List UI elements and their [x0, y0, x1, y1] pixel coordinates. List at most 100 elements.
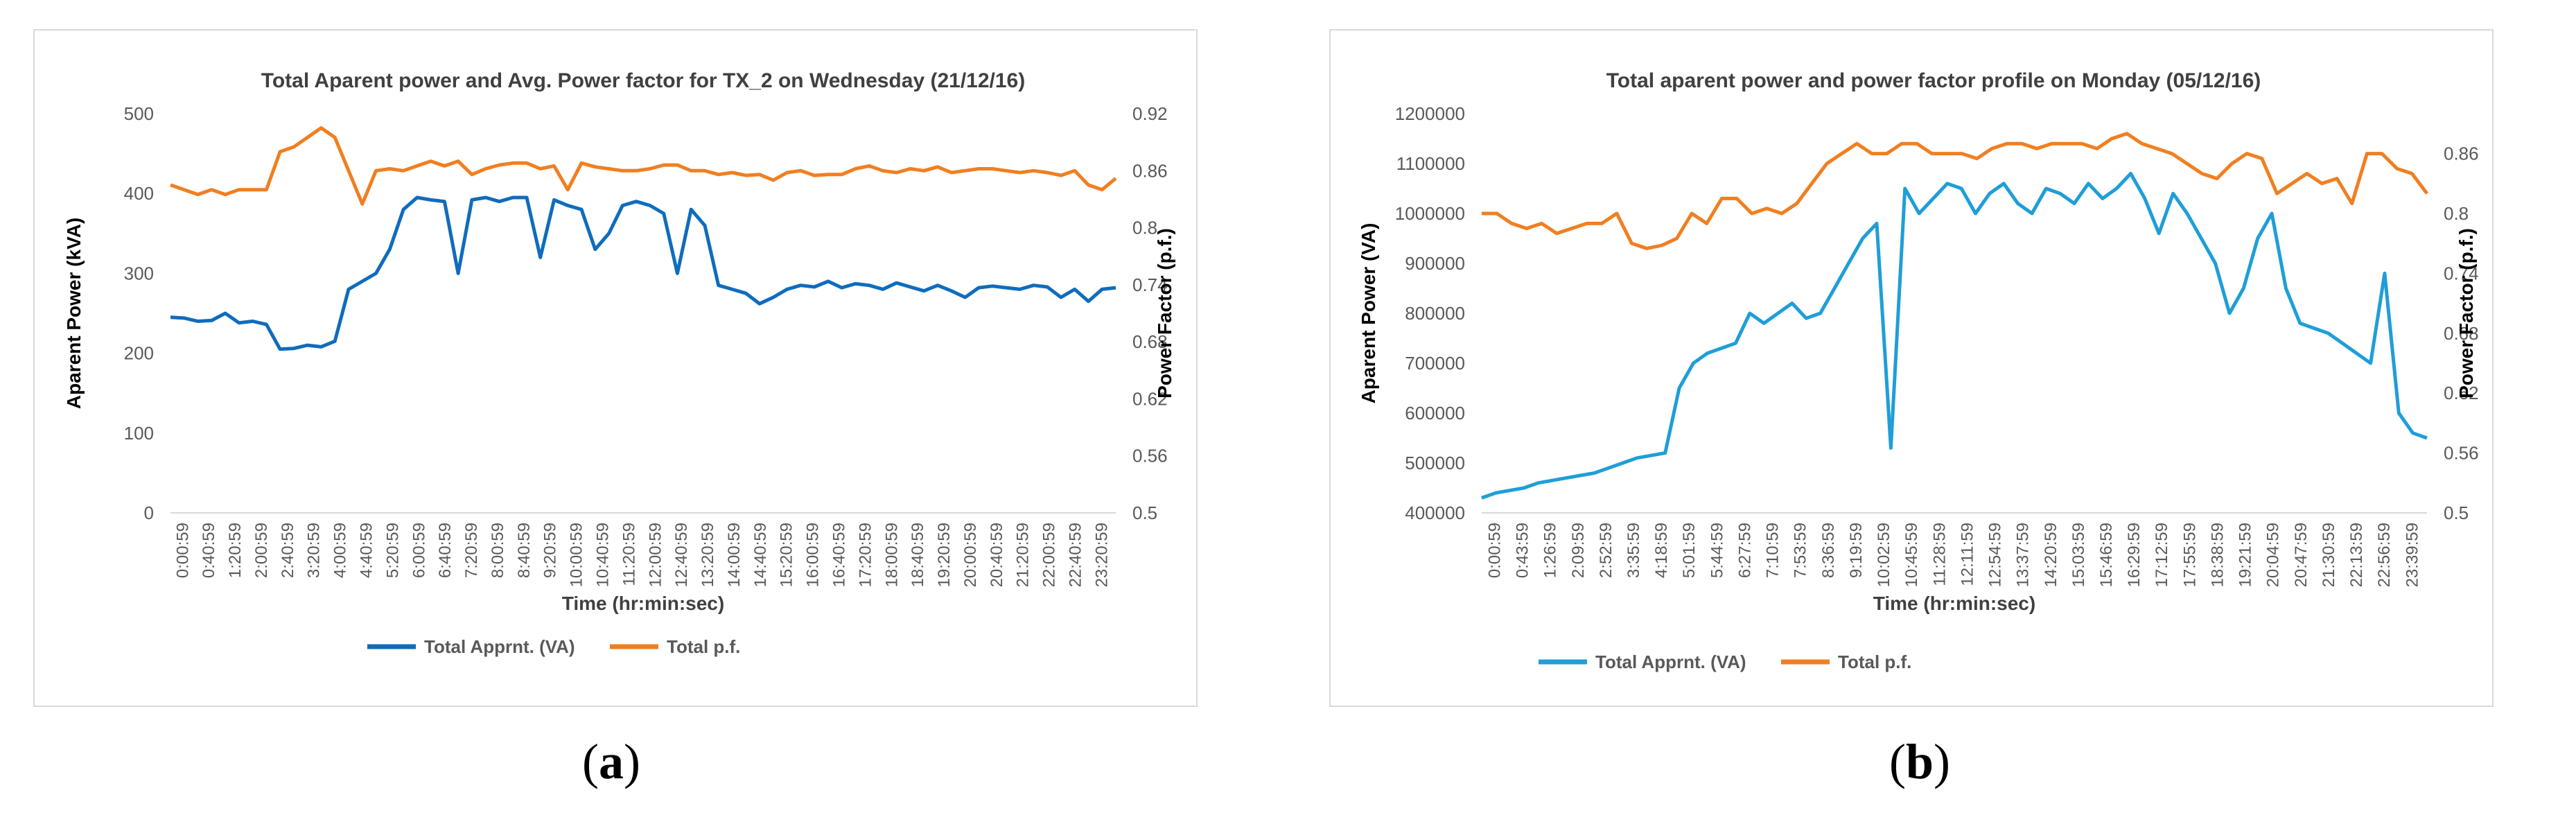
- chart-b-xtick-label: 5:01:59: [1680, 523, 1699, 578]
- chart-b-ytick-label: 400000: [1405, 502, 1465, 523]
- chart-b-xtick-label: 20:04:59: [2264, 523, 2283, 587]
- chart-b-xtick-label: 16:29:59: [2125, 523, 2144, 587]
- chart-a-xtick-label: 9:20:59: [541, 523, 560, 578]
- chart-b-xtick-label: 9:19:59: [1847, 523, 1866, 578]
- chart-b-y2tick-label: 0.68: [2444, 323, 2479, 344]
- chart-b-legend-label-1: Total Apprnt. (VA): [1595, 652, 1746, 672]
- chart-b-xtick-label: 0:43:59: [1514, 523, 1532, 578]
- chart-a-xtick-label: 16:40:59: [830, 523, 849, 587]
- caption-a: (a): [582, 734, 640, 789]
- chart-a-xtick-label: 4:40:59: [358, 523, 376, 578]
- chart-b-xtick-label: 4:18:59: [1652, 523, 1671, 578]
- chart-b-xtick-label: 10:02:59: [1875, 523, 1893, 587]
- chart-a-xtick-label: 18:00:59: [882, 523, 901, 587]
- chart-b-y2tick-label: 0.8: [2444, 203, 2469, 224]
- chart-a-ytick-label: 100: [124, 423, 154, 444]
- chart-a-xtick-label: 6:00:59: [410, 523, 428, 578]
- chart-a-y2tick-label: 0.86: [1132, 160, 1168, 181]
- chart-a-xtick-label: 6:40:59: [436, 523, 455, 578]
- chart-b-y2tick-label: 0.74: [2444, 263, 2479, 283]
- chart-b-xtick-label: 6:27:59: [1735, 523, 1754, 578]
- chart-b-ytick-label: 700000: [1405, 353, 1465, 374]
- chart-b-xtick-label: 22:13:59: [2347, 523, 2366, 587]
- chart-b-ylabel: Aparent Power (VA): [1358, 223, 1379, 404]
- chart-a-y2tick-label: 0.8: [1132, 218, 1157, 238]
- chart-b-xtick-label: 13:37:59: [2014, 523, 2033, 587]
- chart-a-series-line-2: [170, 126, 1117, 206]
- chart-a-xtick-label: 21:20:59: [1014, 523, 1033, 587]
- chart-a-legend-label-1: Total Apprnt. (VA): [424, 636, 575, 657]
- chart-b-xtick-label: 20:47:59: [2292, 523, 2311, 587]
- chart-a-xtick-label: 10:00:59: [568, 523, 586, 587]
- chart-b-legend-label-2: Total p.f.: [1838, 652, 1911, 672]
- chart-b-xtick-label: 15:46:59: [2097, 523, 2116, 587]
- chart-b-title: Total aparent power and power factor pro…: [1606, 69, 2261, 92]
- caption-a-letter: a: [598, 734, 624, 789]
- chart-a-xtick-label: 23:20:59: [1092, 523, 1111, 587]
- chart-a-xtick-label: 13:20:59: [699, 523, 717, 587]
- chart-a-xtick-label: 20:00:59: [961, 523, 980, 587]
- chart-a-xtick-label: 17:20:59: [856, 523, 875, 587]
- chart-a-legend-label-2: Total p.f.: [667, 636, 740, 657]
- chart-b-ytick-label: 800000: [1405, 303, 1465, 324]
- chart-b-xtick-label: 17:12:59: [2153, 523, 2171, 587]
- chart-b-xtick-label: 12:11:59: [1958, 523, 1977, 586]
- chart-a-xtick-label: 22:00:59: [1040, 523, 1059, 587]
- chart-b-ytick-label: 900000: [1405, 253, 1465, 274]
- chart-a-xtick-label: 0:00:59: [173, 523, 192, 578]
- chart-b-y2label: Power Factor (p.f.): [2455, 228, 2477, 399]
- chart-a-xtick-label: 14:40:59: [751, 523, 770, 587]
- chart-b-y2tick-label: 0.62: [2444, 383, 2479, 403]
- chart-a-title: Total Aparent power and Avg. Power facto…: [261, 69, 1025, 92]
- chart-b-xtick-label: 10:45:59: [1902, 523, 1921, 587]
- chart-b-xtick-label: 17:55:59: [2180, 523, 2199, 587]
- chart-a-xtick-label: 2:00:59: [252, 523, 271, 578]
- chart-b-xtick-label: 2:52:59: [1597, 523, 1615, 578]
- chart-b-xtick-label: 7:10:59: [1764, 523, 1782, 578]
- chart-a-xtick-label: 14:00:59: [725, 523, 744, 587]
- chart-a-ytick-label: 0: [144, 502, 154, 523]
- chart-a-y2tick-label: 0.68: [1132, 331, 1168, 352]
- chart-a-ylabel: Aparent Power (kVA): [63, 218, 85, 409]
- chart-a-y2tick-label: 0.5: [1132, 502, 1157, 523]
- chart-a-ytick-label: 400: [124, 183, 154, 204]
- chart-b-xtick-label: 19:21:59: [2236, 523, 2255, 587]
- chart-a-y2tick-label: 0.74: [1132, 274, 1168, 295]
- chart-b-xtick-label: 15:03:59: [2069, 523, 2088, 587]
- caption-b-letter: b: [1905, 734, 1934, 789]
- chart-b-svg: Total aparent power and power factor pro…: [1358, 69, 2479, 672]
- chart-b-xtick-label: 0:00:59: [1485, 523, 1504, 578]
- chart-a-xtick-label: 10:40:59: [594, 523, 613, 587]
- chart-a-xtick-label: 16:00:59: [804, 523, 823, 587]
- chart-a-xtick-label: 20:40:59: [988, 523, 1006, 587]
- chart-b-series-line-1: [1481, 171, 2428, 500]
- chart-b-xtick-label: 23:39:59: [2403, 523, 2421, 587]
- chart-b-xtick-label: 22:56:59: [2375, 523, 2394, 587]
- chart-b-ytick-label: 1200000: [1395, 103, 1465, 124]
- chart-b-ytick-label: 1000000: [1395, 203, 1465, 224]
- chart-b-ytick-label: 1100000: [1396, 153, 1465, 174]
- chart-a-xtick-label: 8:40:59: [515, 523, 534, 578]
- chart-a-xtick-label: 18:40:59: [909, 523, 927, 587]
- chart-b-xlabel: Time (hr:min:sec): [1873, 593, 2035, 614]
- chart-b-xtick-label: 11:28:59: [1930, 523, 1949, 586]
- chart-b-xtick-label: 7:53:59: [1791, 523, 1810, 578]
- chart-b-xtick-label: 5:44:59: [1708, 523, 1726, 578]
- chart-a-xtick-label: 1:20:59: [226, 523, 245, 578]
- chart-b-xtick-label: 8:36:59: [1819, 523, 1838, 578]
- chart-b-xtick-label: 12:54:59: [1986, 523, 2005, 587]
- chart-b-xtick-label: 14:20:59: [2042, 523, 2060, 587]
- chart-a-y2tick-label: 0.56: [1132, 446, 1168, 466]
- chart-a-xtick-label: 12:00:59: [646, 523, 665, 587]
- chart-a-y2tick-label: 0.92: [1132, 103, 1168, 124]
- chart-a-xtick-label: 3:20:59: [305, 523, 324, 578]
- chart-a-svg: Total Aparent power and Avg. Power facto…: [63, 69, 1175, 657]
- chart-b-xtick-label: 1:26:59: [1541, 523, 1560, 578]
- chart-a-xtick-label: 7:20:59: [462, 523, 481, 578]
- chart-a-y2tick-label: 0.62: [1132, 388, 1168, 409]
- chart-b-xtick-label: 21:30:59: [2320, 523, 2338, 587]
- chart-a-ytick-label: 200: [124, 343, 154, 364]
- chart-b-y2tick-label: 0.86: [2444, 143, 2479, 164]
- chart-a-xtick-label: 11:20:59: [620, 523, 638, 586]
- chart-a-y2label: Power Factor (p.f.): [1154, 228, 1175, 399]
